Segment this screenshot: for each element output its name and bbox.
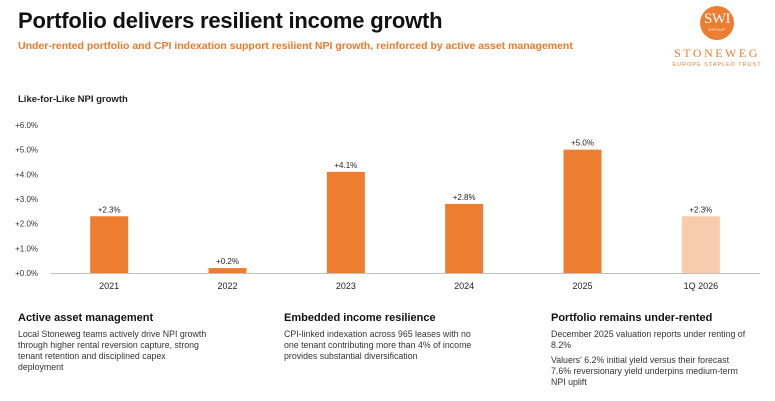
page-subtitle: Under-rented portfolio and CPI indexatio… [18, 40, 573, 52]
column-portfolio-under-rented: Portfolio remains under-rented December … [551, 312, 751, 388]
column-title: Active asset management [18, 312, 154, 324]
column-body: CPI-linked indexation across 965 leases … [284, 329, 472, 361]
logo-group-label: GROUP [708, 27, 726, 32]
y-tick-label: +5.0% [15, 146, 38, 155]
x-category-label: 2023 [336, 281, 356, 291]
logo-tagline: EUROPE STAPLED TRUST [672, 62, 762, 68]
column-embedded-income-resilience: Embedded income resilience CPI-linked in… [284, 312, 474, 362]
bar-2024 [445, 203, 484, 273]
chart-ylabel: Like-for-Like NPI growth [18, 94, 128, 105]
column-title: Embedded income resilience [284, 312, 436, 324]
data-label: +2.3% [98, 205, 121, 214]
column-body: December 2025 valuation reports under re… [551, 329, 746, 350]
y-tick-label: +4.0% [15, 170, 38, 179]
data-label: +2.8% [453, 193, 476, 202]
y-tick-label: +0.0% [15, 269, 38, 278]
x-category-label: 2025 [572, 281, 592, 291]
bars [90, 149, 720, 273]
x-category-label: 2021 [99, 281, 119, 291]
column-title: Portfolio remains under-rented [551, 312, 713, 324]
logo-monogram: SWI [704, 11, 731, 27]
logo-monogram-circle: SWI GROUP [700, 6, 734, 40]
page-title: Portfolio delivers resilient income grow… [18, 8, 443, 33]
bar-2022 [208, 268, 247, 273]
bar-2025 [563, 149, 602, 273]
column-body: Local Stoneweg teams actively drive NPI … [18, 329, 207, 372]
y-tick-label: +3.0% [15, 195, 38, 204]
x-category-label: 2024 [454, 281, 474, 291]
data-label: +2.3% [689, 205, 712, 214]
logo-name: STONEWEG [674, 46, 760, 60]
npi-growth-bar-chart: +0.0% +1.0% +2.0% +3.0% +4.0% +5.0% +6.0% +2.3… [15, 121, 760, 291]
company-logo: SWI GROUP STONEWEG EUROPE STAPLED TRUST [662, 6, 772, 76]
column-active-asset-management: Active asset management Local Stoneweg t… [18, 312, 208, 373]
x-category-label: 2022 [217, 281, 237, 291]
bar-1q-2026 [681, 216, 720, 273]
y-tick-label: +2.0% [15, 220, 38, 229]
y-axis-ticks: +0.0% +1.0% +2.0% +3.0% +4.0% +5.0% +6.0% [15, 121, 38, 278]
x-axis-categories: 2021 2022 2023 2024 2025 1Q 2026 [99, 281, 718, 291]
data-label: +4.1% [334, 161, 357, 170]
data-label: +5.0% [571, 139, 594, 148]
data-labels: +2.3% +0.2% +4.1% +2.8% +5.0% +2.3% [98, 139, 713, 266]
column-body: Valuers' 6.2% initial yield versus their… [551, 355, 738, 387]
data-label: +0.2% [216, 257, 239, 266]
x-category-label: 1Q 2026 [684, 281, 719, 291]
bar-2021 [90, 216, 129, 273]
bar-2023 [326, 171, 365, 273]
y-tick-label: +6.0% [15, 121, 38, 130]
y-tick-label: +1.0% [15, 244, 38, 253]
